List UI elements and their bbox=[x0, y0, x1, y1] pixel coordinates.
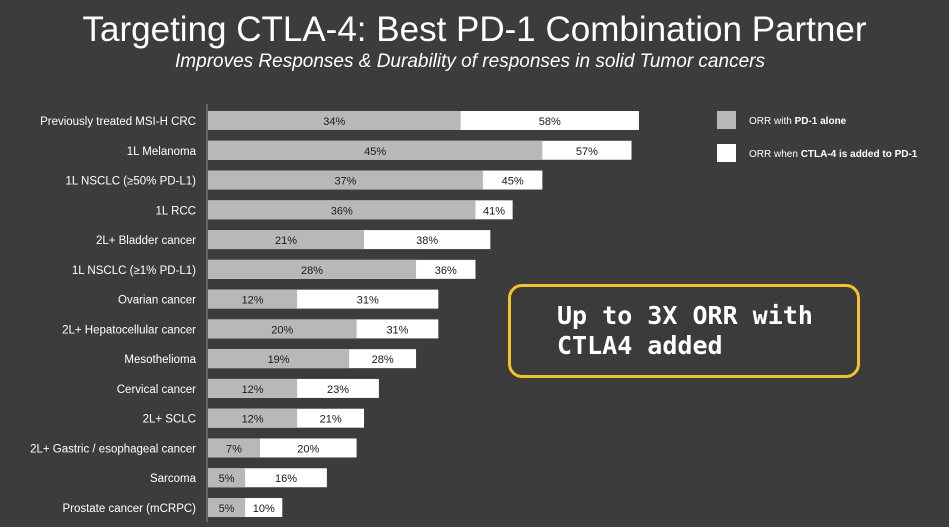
bar-pd1-alone bbox=[208, 259, 417, 279]
bar-pd1-alone bbox=[208, 140, 543, 160]
value-label-pd1-alone: 19% bbox=[268, 354, 290, 366]
bar-pd1-alone bbox=[208, 170, 483, 190]
category-label: Sarcoma bbox=[150, 473, 197, 485]
value-label-pd1-alone: 5% bbox=[219, 503, 235, 515]
value-label-ctla4-added: 28% bbox=[372, 354, 394, 366]
category-label: 2L+ SCLC bbox=[143, 414, 196, 426]
value-label-pd1-alone: 20% bbox=[271, 324, 293, 336]
category-label: Mesothelioma bbox=[124, 354, 196, 366]
value-label-ctla4-added: 45% bbox=[502, 176, 524, 188]
value-label-ctla4-added: 31% bbox=[357, 295, 379, 307]
bar-pd1-alone bbox=[208, 378, 298, 398]
bar-pd1-alone bbox=[208, 289, 298, 309]
value-label-ctla4-added: 23% bbox=[327, 384, 349, 396]
slide-title: Targeting CTLA-4: Best PD-1 Combination … bbox=[82, 10, 867, 49]
callout-box: Up to 3X ORR with CTLA4 added bbox=[508, 284, 860, 378]
legend-label-pd1-alone: ORR with PD-1 alone bbox=[749, 116, 847, 127]
value-label-pd1-alone: 12% bbox=[242, 295, 264, 307]
value-label-ctla4-added: 38% bbox=[416, 235, 438, 247]
bar-pd1-alone bbox=[208, 111, 461, 130]
bar-pd1-alone bbox=[208, 468, 246, 488]
category-label: 1L NSCLC (≥1% PD-L1) bbox=[72, 265, 196, 277]
category-label: Cervical cancer bbox=[117, 384, 196, 396]
bar-pd1-alone bbox=[208, 438, 261, 458]
value-label-pd1-alone: 21% bbox=[275, 235, 297, 247]
category-label: 1L NSCLC (≥50% PD-L1) bbox=[65, 176, 196, 188]
category-label: 2L+ Gastric / esophageal cancer bbox=[30, 443, 196, 455]
bar-pd1-alone bbox=[208, 498, 246, 518]
value-label-pd1-alone: 45% bbox=[364, 146, 386, 158]
category-label: Ovarian cancer bbox=[118, 295, 196, 307]
value-label-pd1-alone: 28% bbox=[301, 265, 323, 277]
category-label: Prostate cancer (mCRPC) bbox=[62, 503, 196, 515]
value-label-ctla4-added: 10% bbox=[253, 503, 275, 515]
value-label-ctla4-added: 57% bbox=[576, 146, 598, 158]
category-label: 1L RCC bbox=[156, 205, 196, 217]
bar-pd1-alone bbox=[208, 200, 476, 220]
slide-subtitle: Improves Responses & Durability of respo… bbox=[175, 51, 765, 72]
category-label: Previously treated MSI-H CRC bbox=[40, 116, 196, 128]
bar-pd1-alone bbox=[208, 230, 365, 250]
value-label-ctla4-added: 16% bbox=[275, 473, 297, 485]
value-label-ctla4-added: 20% bbox=[297, 443, 319, 455]
callout-text: Up to 3X ORR with CTLA4 added bbox=[557, 301, 813, 360]
value-label-pd1-alone: 12% bbox=[242, 384, 264, 396]
value-label-pd1-alone: 5% bbox=[219, 473, 235, 485]
bar-pd1-alone bbox=[208, 349, 350, 369]
value-label-pd1-alone: 36% bbox=[331, 205, 353, 217]
category-labels: Previously treated MSI-H CRC 1L Melanoma 1… bbox=[30, 116, 197, 515]
value-label-pd1-alone: 37% bbox=[334, 176, 356, 188]
legend-label-ctla4-added: ORR when CTLA-4 is added to PD-1 bbox=[749, 149, 918, 160]
category-label: 2L+ Hepatocellular cancer bbox=[62, 324, 196, 336]
value-label-ctla4-added: 21% bbox=[320, 414, 342, 426]
bar-pd1-alone bbox=[208, 408, 298, 428]
bars-layer: 34% 58% 45% 57% 37% 45% 36% 41% 21% 38% 28% 36% 12% 3… bbox=[208, 111, 639, 518]
legend-swatch-pd1-alone bbox=[717, 111, 736, 129]
value-label-ctla4-added: 36% bbox=[435, 265, 457, 277]
value-label-pd1-alone: 12% bbox=[242, 414, 264, 426]
value-label-pd1-alone: 34% bbox=[323, 116, 345, 128]
value-label-pd1-alone: 7% bbox=[226, 443, 242, 455]
category-label: 1L Melanoma bbox=[127, 146, 197, 158]
bar-pd1-alone bbox=[208, 319, 357, 339]
chart-legend: ORR with PD-1 alone ORR when CTLA-4 is ad… bbox=[717, 111, 918, 162]
value-label-ctla4-added: 41% bbox=[483, 205, 505, 217]
category-label: 2L+ Bladder cancer bbox=[96, 235, 196, 247]
value-label-ctla4-added: 58% bbox=[539, 116, 561, 128]
legend-swatch-ctla4-added bbox=[717, 144, 736, 162]
value-label-ctla4-added: 31% bbox=[386, 324, 408, 336]
